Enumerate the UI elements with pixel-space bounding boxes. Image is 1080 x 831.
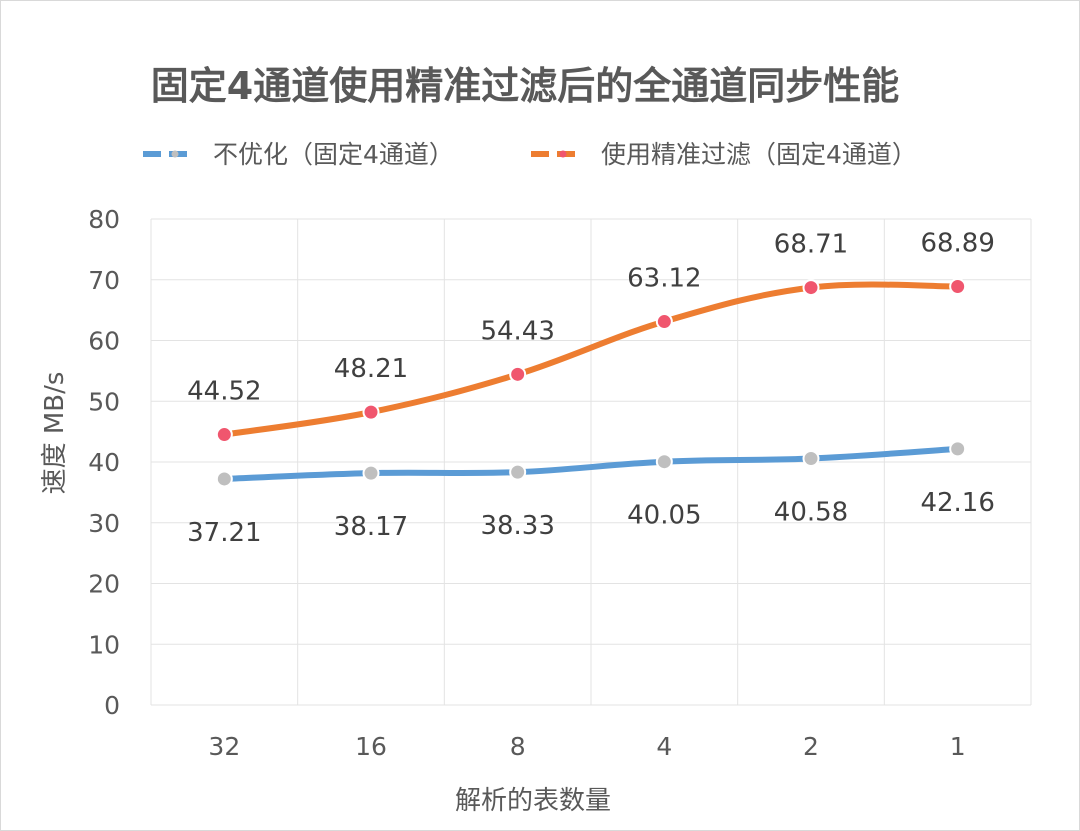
- gridlines: [150, 218, 1032, 706]
- data-point-precise-filter: [362, 403, 380, 421]
- data-label-precise-filter: 54.43: [480, 316, 554, 346]
- x-tick-label: 2: [803, 732, 819, 761]
- legend-item-unoptimized: 不优化（固定4通道）: [143, 140, 454, 169]
- data-point-unoptimized: [802, 449, 820, 467]
- y-axis-label: 速度 MB/s: [40, 372, 70, 495]
- x-tick-label: 32: [208, 732, 240, 761]
- data-point-precise-filter: [802, 279, 820, 297]
- legend-label-unoptimized: 不优化（固定4通道）: [213, 140, 454, 169]
- data-point-precise-filter: [215, 426, 233, 444]
- y-tick-label: 60: [88, 327, 120, 356]
- x-tick-label: 16: [355, 732, 387, 761]
- data-labels: 37.21 38.17 38.33 40.05 40.58 42.16 44.52 48.21…: [187, 228, 995, 547]
- legend-swatch-unoptimized-marker: [171, 150, 179, 158]
- series-line-precise-filter: [221, 281, 961, 438]
- data-label-precise-filter: 44.52: [187, 377, 261, 407]
- data-label-unoptimized: 38.33: [480, 511, 554, 541]
- y-tick-label: 40: [88, 448, 120, 477]
- y-tick-label: 30: [88, 509, 120, 538]
- y-tick-label: 0: [104, 691, 120, 720]
- series-line-unoptimized: [221, 445, 961, 482]
- x-tick-label: 1: [950, 732, 966, 761]
- legend-swatch-precise-filter-marker: [559, 150, 567, 158]
- y-tick-label: 20: [88, 570, 120, 599]
- data-label-precise-filter: 68.71: [774, 230, 848, 260]
- data-label-precise-filter: 48.21: [334, 354, 408, 384]
- data-label-unoptimized: 42.16: [920, 488, 994, 518]
- data-label-unoptimized: 37.21: [187, 518, 261, 548]
- y-tick-label: 10: [88, 630, 120, 659]
- legend-label-precise-filter: 使用精准过滤（固定4通道）: [601, 140, 917, 169]
- data-point-precise-filter: [949, 277, 967, 295]
- data-label-precise-filter: 63.12: [627, 264, 701, 294]
- data-point-unoptimized: [509, 463, 527, 481]
- y-tick-label: 80: [88, 205, 120, 234]
- data-label-unoptimized: 40.58: [774, 497, 848, 527]
- x-tick-label: 8: [510, 732, 526, 761]
- y-tick-label: 70: [88, 266, 120, 295]
- y-tick-label: 50: [88, 387, 120, 416]
- chart-title: 固定4通道使用精准过滤后的全通道同步性能: [151, 64, 899, 108]
- data-point-unoptimized: [215, 470, 233, 488]
- data-label-precise-filter: 68.89: [920, 228, 994, 258]
- y-axis-ticks: 0 10 20 30 40 50 60 70 80: [88, 205, 120, 720]
- x-axis-ticks: 32 16 8 4 2 1: [208, 732, 965, 761]
- data-point-unoptimized: [949, 440, 967, 458]
- x-tick-label: 4: [656, 732, 672, 761]
- data-point-precise-filter: [509, 365, 527, 383]
- data-label-unoptimized: 40.05: [627, 501, 701, 531]
- data-point-precise-filter: [655, 313, 673, 331]
- series-layer: [215, 277, 967, 488]
- legend: 不优化（固定4通道） 使用精准过滤（固定4通道）: [143, 140, 917, 169]
- x-axis-label: 解析的表数量: [455, 786, 611, 816]
- data-label-unoptimized: 38.17: [334, 512, 408, 542]
- data-point-unoptimized: [655, 453, 673, 471]
- data-point-unoptimized: [362, 464, 380, 482]
- legend-item-precise-filter: 使用精准过滤（固定4通道）: [531, 140, 917, 169]
